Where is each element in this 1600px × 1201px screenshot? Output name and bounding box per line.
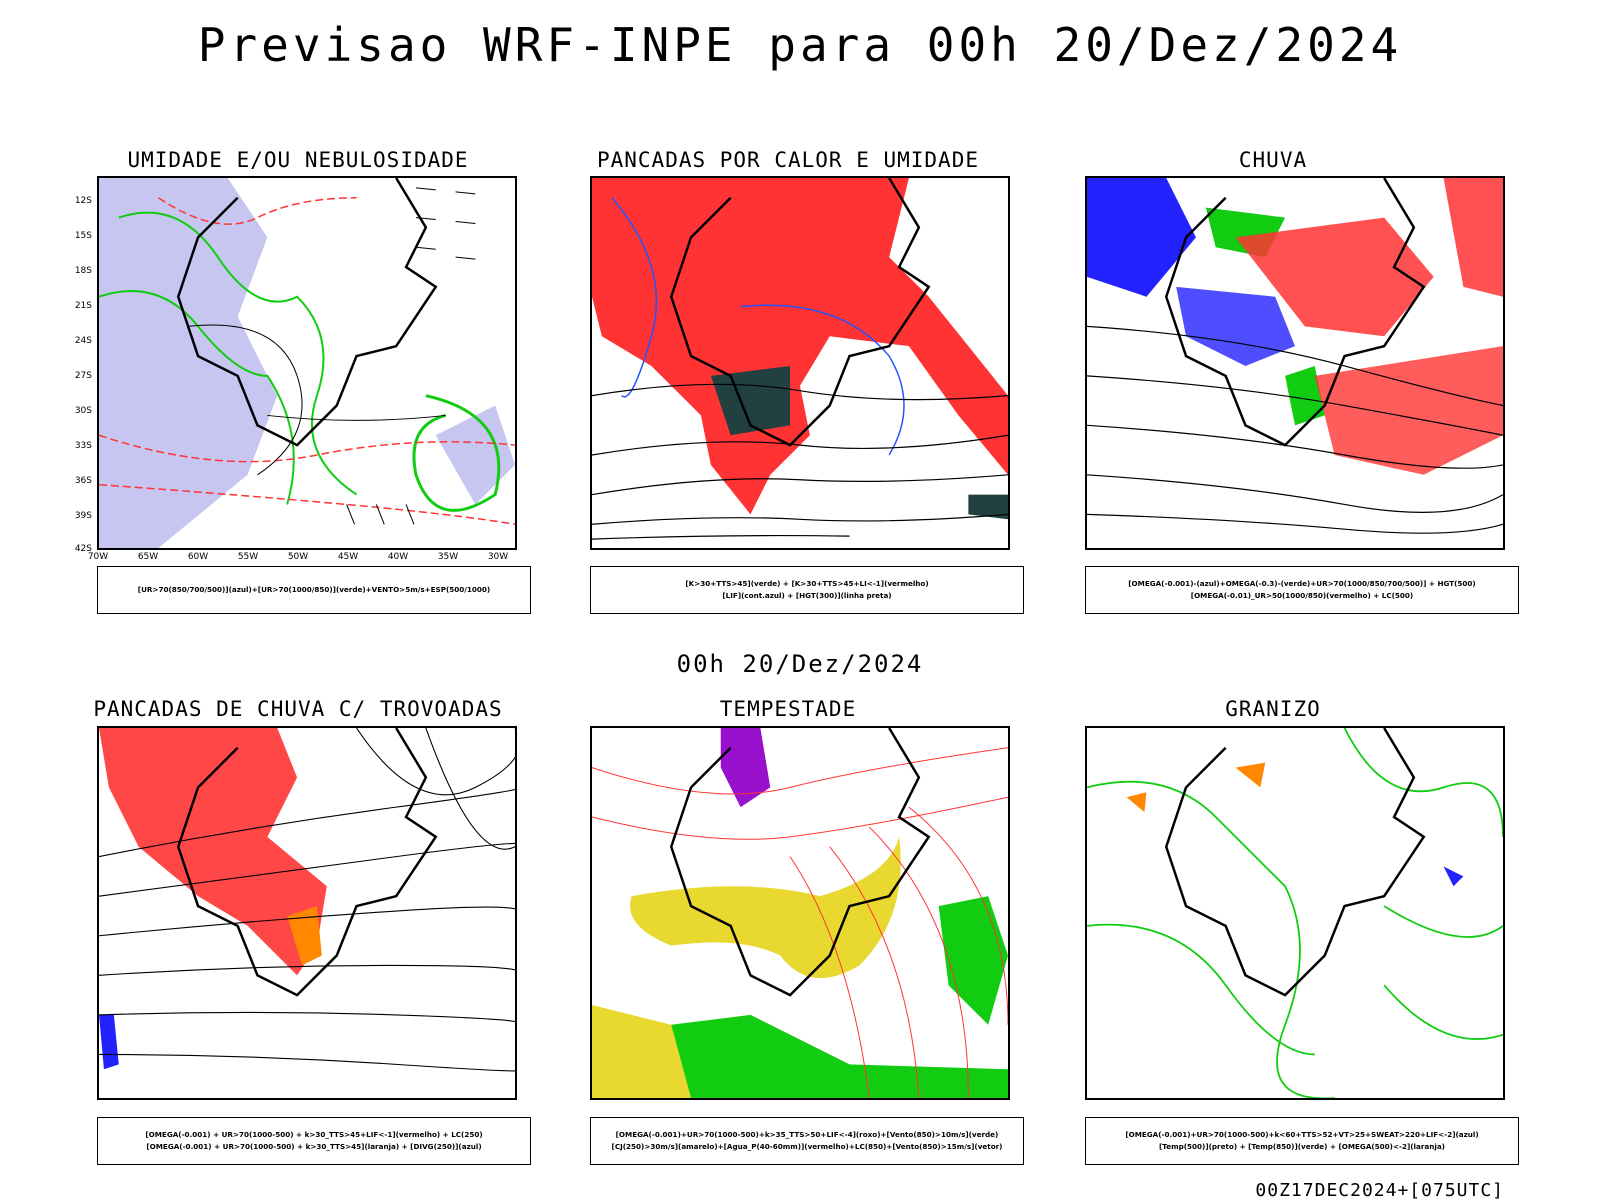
lat-label: 39S — [74, 511, 92, 521]
legend-line: [UR>70(850/700/500)](azul)+[UR>70(1000/8… — [137, 585, 491, 594]
model-run-label: 00Z17DEC2024+[075UTC] — [1255, 1180, 1504, 1201]
panel-4-map-graphic — [99, 728, 515, 1072]
lon-label: 45W — [337, 552, 359, 562]
lon-label: 70W — [87, 552, 109, 562]
panel-3-legend: [OMEGA(-0.001)-(azul)+OMEGA(-0.3)-(verde… — [1085, 566, 1519, 614]
legend-line: [OMEGA(-0.001)-(azul)+OMEGA(-0.3)-(verde… — [1128, 579, 1476, 588]
lat-label: 18S — [74, 266, 92, 276]
panel-2-map[interactable] — [590, 176, 1010, 550]
panel-2-title: PANCADAS POR CALOR E UMIDADE — [596, 148, 979, 172]
panel-4-title: PANCADAS DE CHUVA C/ TROVOADAS — [93, 697, 503, 721]
page-title: Previsao WRF-INPE para 00h 20/Dez/2024 — [197, 18, 1403, 72]
lon-label: 35W — [437, 552, 459, 562]
panel-3-map[interactable] — [1085, 176, 1505, 550]
legend-line: [OMEGA(-0.001) + UR>70(1000-500) + k>30_… — [146, 1142, 482, 1151]
panel-3-title: CHUVA — [1238, 148, 1308, 172]
lat-label: 12S — [74, 196, 92, 206]
legend-line: [OMEGA(-0.01)_UR>50(1000/850)(vermelho) … — [1190, 591, 1414, 600]
lon-label: 40W — [387, 552, 409, 562]
legend-line: [LIF](cont.azul) + [HGT(300)](linha pret… — [722, 591, 892, 600]
panel-2-map-graphic — [592, 178, 1008, 540]
lat-label: 33S — [74, 441, 92, 451]
lat-label: 15S — [74, 231, 92, 241]
legend-line: [CJ(250)>30m/s](amarelo)+[Agua_P(40-60mm… — [611, 1142, 1003, 1151]
lat-label: 36S — [74, 476, 92, 486]
lat-label: 24S — [74, 336, 92, 346]
lon-label: 60W — [187, 552, 209, 562]
panel-1-legend: [UR>70(850/700/500)](azul)+[UR>70(1000/8… — [97, 566, 531, 614]
panel-1-title: UMIDADE E/OU NEBULOSIDADE — [127, 148, 469, 172]
lon-label: 50W — [287, 552, 309, 562]
panel-5-legend: [OMEGA(-0.001)+UR>70(1000-500)+k>35_TTS>… — [590, 1117, 1024, 1165]
legend-line: [OMEGA(-0.001) + UR>70(1000-500) + k>30_… — [145, 1130, 483, 1139]
panel-1-map-graphic — [99, 178, 515, 548]
lon-label: 65W — [137, 552, 159, 562]
legend-line: [OMEGA(-0.001)+UR>70(1000-500)+k<60+TTS>… — [1125, 1130, 1479, 1139]
legend-line: [OMEGA(-0.001)+UR>70(1000-500)+k>35_TTS>… — [615, 1130, 999, 1139]
panel-4-map[interactable] — [97, 726, 517, 1100]
lat-label: 30S — [74, 406, 92, 416]
panel-6-map[interactable] — [1085, 726, 1505, 1100]
panel-5-map-graphic — [592, 728, 1008, 1098]
panel-4-legend: [OMEGA(-0.001) + UR>70(1000-500) + k>30_… — [97, 1117, 531, 1165]
panel-5-title: TEMPESTADE — [719, 697, 857, 721]
panel-6-title: GRANIZO — [1225, 697, 1321, 721]
lat-label: 21S — [74, 301, 92, 311]
panel-5-map[interactable] — [590, 726, 1010, 1100]
lat-label: 27S — [74, 371, 92, 381]
legend-line: [K>30+TTS>45](verde) + [K>30+TTS>45+LI<-… — [685, 579, 929, 588]
lon-label: 30W — [487, 552, 509, 562]
lat-label: 42S — [74, 544, 92, 554]
legend-line: [Temp(500)](preto) + [Temp(850)](verde) … — [1159, 1142, 1445, 1151]
lon-label: 55W — [237, 552, 259, 562]
panel-3-map-graphic — [1087, 178, 1503, 534]
panel-2-legend: [K>30+TTS>45](verde) + [K>30+TTS>45+LI<-… — [590, 566, 1024, 614]
panel-1-map[interactable] — [97, 176, 517, 550]
panel-6-map-graphic — [1087, 728, 1503, 1098]
panel-6-legend: [OMEGA(-0.001)+UR>70(1000-500)+k<60+TTS>… — [1085, 1117, 1519, 1165]
forecast-date: 00h 20/Dez/2024 — [676, 650, 924, 678]
